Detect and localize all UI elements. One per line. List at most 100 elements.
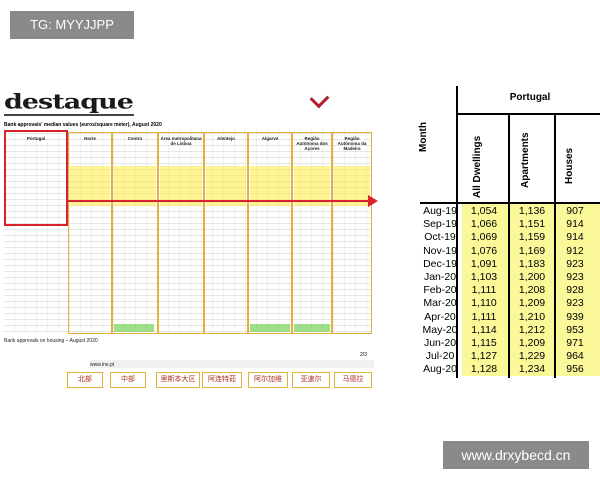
table-month-cell: Feb-20 — [423, 284, 457, 297]
table-value-cell: 923 — [566, 271, 584, 283]
table-value-cell: 1,183 — [518, 257, 546, 270]
table-row: Oct-19 1,069 1,159 914 — [420, 231, 600, 244]
table-value-cell: 964 — [566, 350, 584, 363]
table-value-cell: 1,234 — [518, 363, 546, 376]
table-value-cell: 1,208 — [518, 284, 546, 297]
table-divider — [456, 113, 600, 115]
doc-highlight — [294, 166, 330, 206]
table-value-cell: 1,159 — [518, 231, 546, 244]
watermark: www.drxybecd.cn — [443, 441, 589, 469]
table-value-cell: 1,169 — [518, 244, 546, 257]
table-row: Aug-19 1,054 1,136 907 — [420, 205, 600, 218]
table-value-cell: 1,127 — [470, 350, 498, 363]
table-month-cell: May-20 — [422, 323, 458, 336]
city-label: 阿尔加维 — [248, 372, 288, 388]
table-value-cell: 971 — [566, 337, 584, 349]
month-column-header: Month — [418, 122, 429, 152]
table-value-cell: 914 — [566, 218, 584, 231]
city-label: 马德拉 — [334, 372, 372, 388]
table-value-cell: 923 — [566, 257, 584, 270]
doc-highlight — [160, 166, 202, 206]
table-row: Dec-19 1,091 1,183 923 — [420, 258, 600, 271]
doc-footer-title: Bank approvals on housing – August 2020 — [4, 338, 98, 344]
table-row: Feb-20 1,111 1,208 928 — [420, 284, 600, 297]
region-box-lisboa — [158, 132, 204, 334]
region-title: Algarve — [261, 136, 279, 141]
table-month-cell: Aug-20 — [423, 363, 457, 376]
city-label: 中部 — [110, 372, 146, 388]
table-divider — [554, 113, 556, 378]
table-value-cell: 1,151 — [518, 218, 546, 231]
table-value-cell: 1,111 — [471, 284, 497, 297]
city-label: 阿连特茹 — [202, 372, 242, 388]
ine-logo-icon — [309, 92, 330, 109]
table-divider — [508, 113, 510, 378]
table-value-cell: 923 — [566, 297, 584, 310]
table-row: Sep-19 1,066 1,151 914 — [420, 218, 600, 231]
table-month-cell: Jun-20 — [423, 337, 457, 349]
city-label: 亚速尔 — [292, 372, 330, 388]
doc-table-body — [4, 128, 372, 332]
table-value-cell: 1,076 — [470, 244, 498, 257]
document-thumbnail: destaque Bank approvals' median values (… — [4, 92, 388, 368]
table-value-cell: 1,136 — [518, 205, 546, 217]
region-box-madeira — [332, 132, 372, 334]
table-row: Jan-20 1,103 1,200 923 — [420, 271, 600, 284]
table-divider — [456, 86, 458, 378]
region-box-acores — [292, 132, 332, 334]
region-title: Centro — [127, 136, 143, 141]
col-header-apartments: Apartments — [520, 132, 531, 188]
doc-table-grid — [4, 128, 372, 332]
red-arrow-icon — [368, 195, 378, 207]
region-box-alentejo — [204, 132, 248, 334]
table-value-cell: 1,111 — [471, 310, 497, 323]
table-value-cell: 1,200 — [518, 271, 546, 283]
table-value-cell: 1,114 — [471, 323, 497, 336]
table-value-cell: 928 — [566, 284, 584, 297]
table-month-cell: Apr-20 — [424, 310, 456, 323]
city-label: 里斯本大区 — [156, 372, 200, 388]
red-pointer-line — [68, 200, 370, 202]
table-row: Aug-20 1,128 1,234 956 — [420, 363, 600, 376]
table-value-cell: 914 — [566, 231, 584, 244]
table-row: May-20 1,114 1,212 953 — [420, 324, 600, 337]
table-region-header: Portugal — [509, 92, 551, 103]
table-row: Nov-19 1,076 1,169 912 — [420, 245, 600, 258]
doc-caption: Bank approvals' median values (euros/squ… — [4, 122, 162, 128]
doc-logo-rule — [4, 114, 134, 116]
tg-tag: TG: MYYJJPP — [10, 11, 134, 39]
table-value-cell: 1,103 — [470, 271, 498, 283]
doc-highlight-green — [294, 324, 330, 332]
region-box-algarve — [248, 132, 292, 334]
table-value-cell: 939 — [566, 310, 584, 323]
doc-footer-url: www.ine.pt — [90, 362, 115, 368]
doc-logo: destaque — [4, 92, 134, 114]
table-row: Mar-20 1,110 1,209 923 — [420, 297, 600, 310]
region-title: Área metropolitana de Lisboa — [160, 136, 202, 146]
region-title: Portugal — [26, 136, 46, 141]
doc-footer-bar — [90, 360, 374, 368]
doc-highlight — [114, 166, 156, 206]
table-value-cell: 907 — [566, 205, 584, 217]
table-value-cell: 956 — [566, 363, 584, 376]
table-value-cell: 1,210 — [518, 310, 546, 323]
region-box-centro — [112, 132, 158, 334]
region-title: Norte — [84, 136, 96, 141]
table-row: Jun-20 1,115 1,209 971 — [420, 337, 600, 350]
table-value-cell: 1,209 — [518, 337, 546, 349]
region-title: Alentejo — [217, 136, 235, 141]
table-value-cell: 1,110 — [471, 297, 497, 310]
table-value-cell: 912 — [566, 244, 584, 257]
table-row: Jul-20 1,127 1,229 964 — [420, 350, 600, 363]
doc-highlight-green — [114, 324, 154, 332]
table-value-cell: 1,209 — [518, 297, 546, 310]
table-value-cell: 1,229 — [518, 350, 546, 363]
table-value-cell: 1,066 — [470, 218, 498, 231]
table-value-cell: 1,069 — [470, 231, 498, 244]
city-label: 北部 — [67, 372, 103, 388]
region-box-norte — [68, 132, 112, 334]
portugal-red-box — [4, 130, 68, 226]
table-month-cell: Jan-20 — [423, 271, 457, 283]
col-header-all: All Dwellings — [472, 135, 483, 198]
table-value-cell: 953 — [566, 323, 584, 336]
